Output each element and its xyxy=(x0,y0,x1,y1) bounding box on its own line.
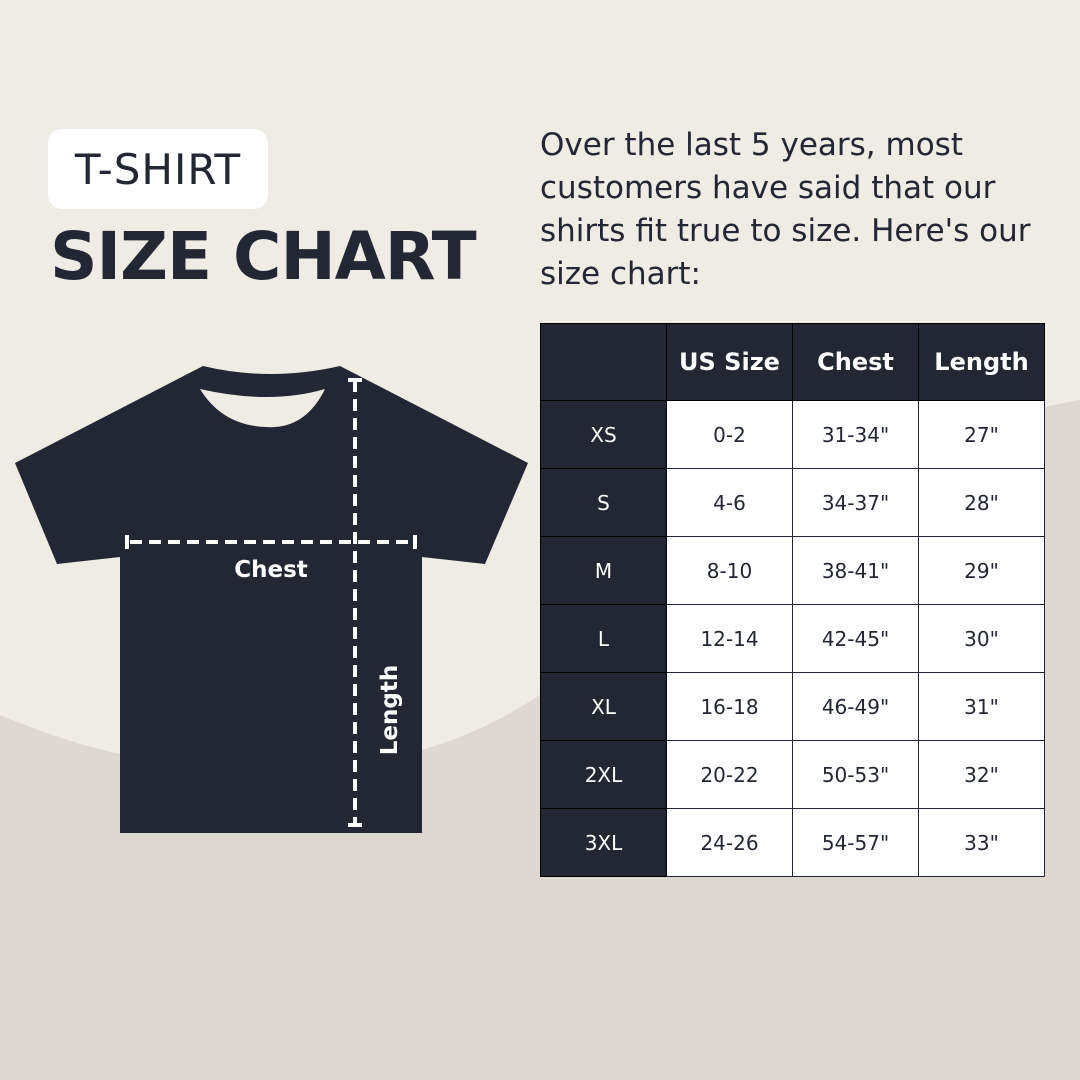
cell-us-size: 12-14 xyxy=(666,604,793,673)
header-length: Length xyxy=(918,323,1045,401)
cell-size: M xyxy=(540,536,667,605)
length-label: Length xyxy=(377,665,403,755)
intro-text: Over the last 5 years, most customers ha… xyxy=(540,127,1031,292)
cell-length: 27" xyxy=(918,400,1045,469)
table-row: M 8-10 38-41" 29" xyxy=(540,536,1045,605)
chest-label: Chest xyxy=(234,557,308,583)
table-header-row: US Size Chest Length xyxy=(540,323,1045,401)
cell-us-size: 8-10 xyxy=(666,536,793,605)
header-chest: Chest xyxy=(792,323,919,401)
table-row: S 4-6 34-37" 28" xyxy=(540,468,1045,537)
cell-size: 3XL xyxy=(540,808,667,877)
cell-size: S xyxy=(540,468,667,537)
cell-size: XL xyxy=(540,672,667,741)
cell-us-size: 4-6 xyxy=(666,468,793,537)
table-row: 3XL 24-26 54-57" 33" xyxy=(540,808,1045,877)
cell-chest: 46-49" xyxy=(792,672,919,741)
cell-chest: 50-53" xyxy=(792,740,919,809)
t-shirt-badge: T-SHIRT xyxy=(48,129,268,209)
cell-length: 28" xyxy=(918,468,1045,537)
table-row: XL 16-18 46-49" 31" xyxy=(540,672,1045,741)
t-shirt-icon xyxy=(15,366,528,833)
t-shirt-diagram: Chest Length xyxy=(15,366,528,833)
cell-length: 32" xyxy=(918,740,1045,809)
size-table: US Size Chest Length XS 0-2 31-34" 27" S 4-6 3… xyxy=(540,323,1045,877)
neck-hole xyxy=(200,389,325,428)
page-title: SIZE CHART xyxy=(50,218,477,295)
cell-chest: 34-37" xyxy=(792,468,919,537)
cell-chest: 38-41" xyxy=(792,536,919,605)
cell-us-size: 16-18 xyxy=(666,672,793,741)
cell-chest: 42-45" xyxy=(792,604,919,673)
table-row: L 12-14 42-45" 30" xyxy=(540,604,1045,673)
cell-size: L xyxy=(540,604,667,673)
header-blank xyxy=(540,323,667,401)
cell-us-size: 24-26 xyxy=(666,808,793,877)
cell-us-size: 0-2 xyxy=(666,400,793,469)
table-row: XS 0-2 31-34" 27" xyxy=(540,400,1045,469)
cell-length: 31" xyxy=(918,672,1045,741)
cell-size: 2XL xyxy=(540,740,667,809)
cell-length: 30" xyxy=(918,604,1045,673)
cell-chest: 54-57" xyxy=(792,808,919,877)
cell-us-size: 20-22 xyxy=(666,740,793,809)
cell-length: 29" xyxy=(918,536,1045,605)
cell-size: XS xyxy=(540,400,667,469)
cell-length: 33" xyxy=(918,808,1045,877)
cell-chest: 31-34" xyxy=(792,400,919,469)
table-row: 2XL 20-22 50-53" 32" xyxy=(540,740,1045,809)
header-us-size: US Size xyxy=(666,323,793,401)
